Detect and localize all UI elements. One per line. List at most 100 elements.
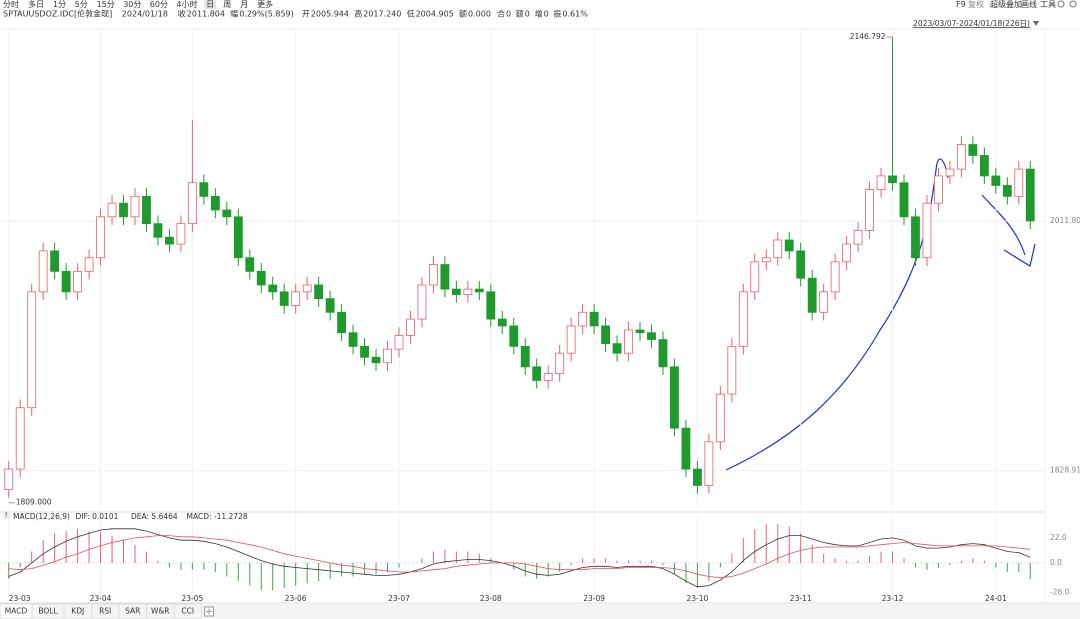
- low-label: 1809.000: [16, 498, 52, 507]
- candle-body: [233, 216, 243, 259]
- x-tick-label: 23-07: [388, 594, 410, 603]
- period-tab[interactable]: 60分: [150, 0, 168, 9]
- field-value: 2011.804: [187, 10, 225, 19]
- candle-body: [142, 195, 151, 225]
- candle-body: [635, 329, 645, 334]
- help-badge[interactable]: [3, 511, 10, 519]
- candle-body: [830, 261, 840, 293]
- y-tick-label: 1828.91: [1050, 466, 1080, 475]
- period-tab[interactable]: 月: [240, 0, 248, 9]
- tool-button[interactable]: 画线: [1021, 0, 1037, 9]
- field-label: 幅: [230, 9, 238, 19]
- readout: DEA: 5.6464: [131, 512, 178, 521]
- candle-body: [302, 284, 312, 293]
- candle-body: [279, 291, 289, 306]
- dropdown-icon[interactable]: [1033, 21, 1039, 26]
- period-tab[interactable]: 5分: [75, 0, 88, 9]
- candle-body: [1002, 185, 1012, 197]
- field-label: 额: [516, 9, 524, 19]
- candle-body: [796, 250, 806, 279]
- tab-bar: [0, 604, 1080, 619]
- indicator-tab-label[interactable]: MACD: [5, 607, 28, 616]
- candle-body: [222, 209, 232, 218]
- candle-body: [624, 329, 633, 354]
- indicator-tab[interactable]: [173, 603, 202, 619]
- help-icon[interactable]: [1069, 0, 1077, 8]
- field-value: 2004.905: [416, 10, 454, 19]
- candle-body: [337, 311, 347, 334]
- candle-body: [119, 202, 128, 218]
- field-value: 0.000: [468, 10, 491, 19]
- period-tab[interactable]: 15分: [97, 0, 115, 9]
- symbol: SPTAUUSDOZ.IDC[伦敦金现]: [3, 9, 112, 19]
- indicator-tab-label[interactable]: RSI: [99, 607, 111, 616]
- candle-body: [245, 257, 255, 272]
- indicator-tab-label[interactable]: BOLL: [38, 607, 58, 616]
- field-label: 增: [535, 9, 543, 19]
- add-icon: [206, 608, 212, 615]
- candle-body: [291, 291, 301, 306]
- candle-body: [865, 189, 874, 231]
- period-tab[interactable]: 更多: [257, 0, 273, 9]
- candle-body: [578, 311, 588, 327]
- candle-body: [383, 348, 392, 364]
- x-tick-label: 23-09: [583, 594, 605, 603]
- macd-line: [8, 535, 1031, 579]
- indicator-title: MACD(12,26,9): [13, 512, 70, 521]
- period-tab[interactable]: 分时: [3, 0, 19, 9]
- candle-body: [773, 239, 783, 259]
- active-tab[interactable]: [204, 0, 217, 9]
- candle-body: [899, 182, 909, 218]
- indicator-tab-label[interactable]: SAR: [125, 607, 140, 616]
- candle-body: [911, 216, 920, 259]
- candle-body: [96, 216, 105, 259]
- period-tab[interactable]: 多日: [28, 0, 44, 9]
- period-tab[interactable]: 日: [206, 0, 214, 9]
- period-tab[interactable]: 周: [223, 0, 231, 9]
- x-tick-label: 23-06: [285, 594, 307, 603]
- readout: DIF: 0.0101: [76, 512, 119, 521]
- settings-icon[interactable]: [1057, 0, 1065, 8]
- y-tick-label: 22.0: [1050, 533, 1067, 542]
- candle-body: [876, 175, 886, 190]
- candle-body: [681, 427, 691, 470]
- candle-body: [819, 291, 829, 313]
- drawing: [725, 158, 949, 471]
- period-tab[interactable]: 30分: [123, 0, 141, 9]
- indicator-tab-label[interactable]: KDJ: [71, 607, 84, 616]
- period-tab[interactable]: 4小时: [176, 0, 197, 9]
- candle-body: [314, 284, 324, 300]
- candle-body: [1025, 168, 1035, 222]
- tool-button[interactable]: 工具: [1040, 0, 1056, 9]
- candle-body: [601, 325, 611, 345]
- x-tick-label: 23-12: [882, 594, 904, 603]
- field-value: 0.29%(5.859): [239, 10, 294, 19]
- field-label: 收: [178, 9, 186, 19]
- candle-body: [371, 356, 381, 364]
- candle-body: [692, 468, 702, 486]
- tool-button[interactable]: 复权: [968, 0, 984, 9]
- candle-body: [991, 175, 1001, 186]
- field-label: 额: [459, 9, 467, 19]
- field-value: 2005.944: [311, 10, 349, 19]
- field-label: 合: [497, 9, 505, 19]
- candle-body: [715, 393, 725, 443]
- tool-button[interactable]: 超级叠加: [990, 0, 1022, 9]
- field-value: 0: [506, 10, 511, 19]
- field-value: 2017.240: [363, 10, 401, 19]
- range-label[interactable]: 2023/03/07-2024/01/18(226日): [913, 19, 1030, 28]
- period-tab[interactable]: 1分: [53, 0, 66, 9]
- candle-body: [4, 468, 14, 490]
- candle-body: [761, 257, 771, 263]
- tool-button[interactable]: F9: [956, 0, 966, 9]
- y-tick-label: 0.0: [1050, 558, 1062, 567]
- candle-body: [532, 366, 542, 381]
- indicator-tab-label[interactable]: CCI: [181, 607, 194, 616]
- candle-body: [61, 270, 71, 293]
- candle-body: [968, 144, 978, 156]
- candle-body: [704, 441, 714, 486]
- field-value: 0: [544, 10, 549, 19]
- candle-body: [842, 243, 852, 263]
- candle-body: [486, 291, 496, 320]
- indicator-tab-label[interactable]: W&R: [151, 607, 169, 616]
